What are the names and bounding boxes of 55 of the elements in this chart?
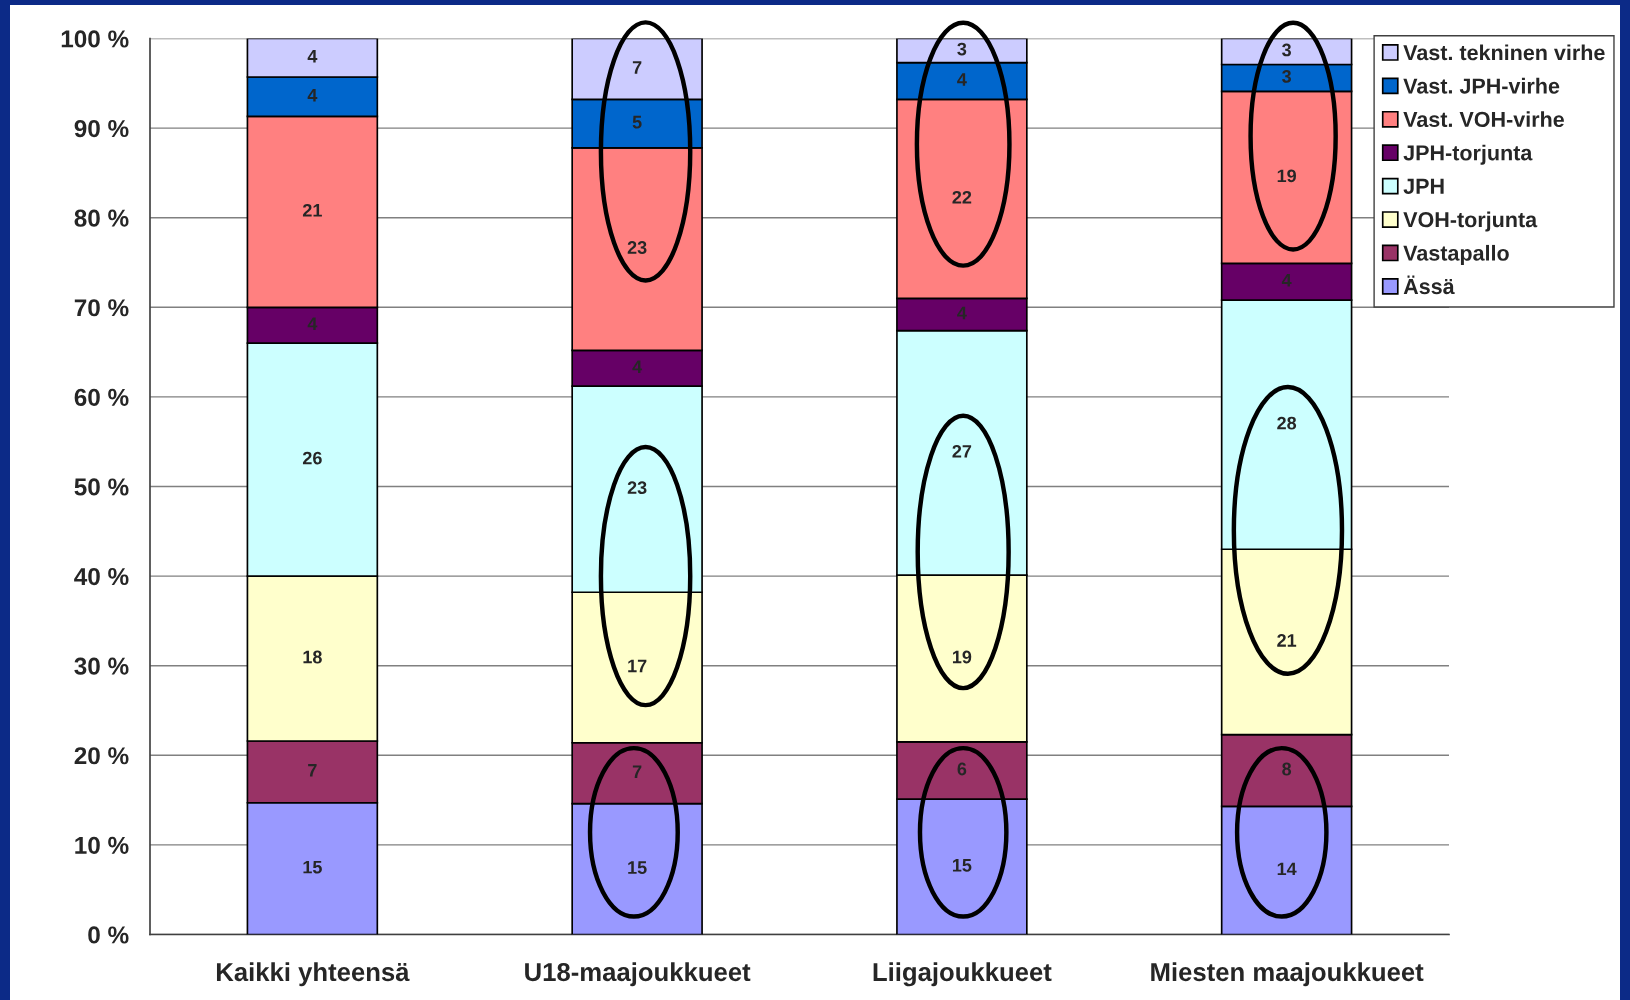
legend-label: JPH xyxy=(1403,178,1444,194)
data-label: 3 xyxy=(1282,69,1291,83)
data-label: 4 xyxy=(632,360,643,373)
y-tick-label: 10 % xyxy=(75,836,129,854)
data-label: 27 xyxy=(952,444,972,458)
data-label: 4 xyxy=(957,73,967,86)
data-label: 4 xyxy=(1281,274,1292,287)
data-label: 28 xyxy=(1277,416,1297,430)
y-tick-label: 80 % xyxy=(74,209,129,227)
x-tick-label: Kaikki yhteensä xyxy=(216,962,410,987)
y-tick-label: 90 % xyxy=(74,119,129,138)
data-label: 17 xyxy=(628,659,647,673)
data-label: 22 xyxy=(952,190,972,204)
y-tick-label: 100 % xyxy=(61,30,129,48)
data-label: 19 xyxy=(952,650,972,664)
legend-label: Ässä xyxy=(1403,275,1455,295)
legend-label: Vast. JPH-virhe xyxy=(1403,77,1560,94)
legend-label: Vast. VOH-virhe xyxy=(1403,111,1564,128)
x-tick-label: U18-maajoukkueet xyxy=(525,962,751,987)
data-label: 7 xyxy=(308,764,317,777)
data-label: 15 xyxy=(628,861,647,874)
data-label: 3 xyxy=(1282,43,1291,57)
data-label: 23 xyxy=(627,241,647,254)
y-tick-label: 30 % xyxy=(74,657,129,675)
y-tick-label: 20 % xyxy=(74,747,129,765)
data-label: 4 xyxy=(307,50,318,63)
y-tick-label: 0 % xyxy=(88,926,129,944)
x-tick-label: Liigajoukkueet xyxy=(873,962,1052,987)
y-tick-label: 50 % xyxy=(74,478,129,496)
y-tick-label: 40 % xyxy=(74,567,129,586)
data-label: 4 xyxy=(307,317,318,330)
data-label: 15 xyxy=(303,860,322,874)
data-label: 26 xyxy=(302,451,322,465)
data-label: 15 xyxy=(952,859,972,872)
y-tick-label: 60 % xyxy=(74,388,129,406)
legend-label: Vastapallo xyxy=(1403,244,1509,265)
data-label: 14 xyxy=(1277,862,1297,876)
data-label: 7 xyxy=(632,765,642,778)
data-label: 21 xyxy=(302,203,322,217)
data-label: 19 xyxy=(1277,169,1296,183)
data-label: 4 xyxy=(307,88,318,102)
data-label: 7 xyxy=(632,61,642,74)
x-tick-label: Miesten maajoukkueet xyxy=(1151,962,1424,987)
legend-label: Vast. tekninen virhe xyxy=(1403,44,1605,61)
y-tick-label: 70 % xyxy=(74,299,129,317)
legend-label: JPH-torjunta xyxy=(1403,144,1533,165)
data-label: 4 xyxy=(957,306,967,320)
legend-label: VOH-torjunta xyxy=(1403,211,1538,232)
data-label: 21 xyxy=(1277,634,1297,647)
data-label: 23 xyxy=(627,481,647,495)
data-label: 6 xyxy=(957,762,967,776)
data-label: 18 xyxy=(303,650,322,664)
data-label: 8 xyxy=(1282,762,1292,776)
data-label: 5 xyxy=(632,115,642,129)
data-label: 3 xyxy=(957,42,967,56)
